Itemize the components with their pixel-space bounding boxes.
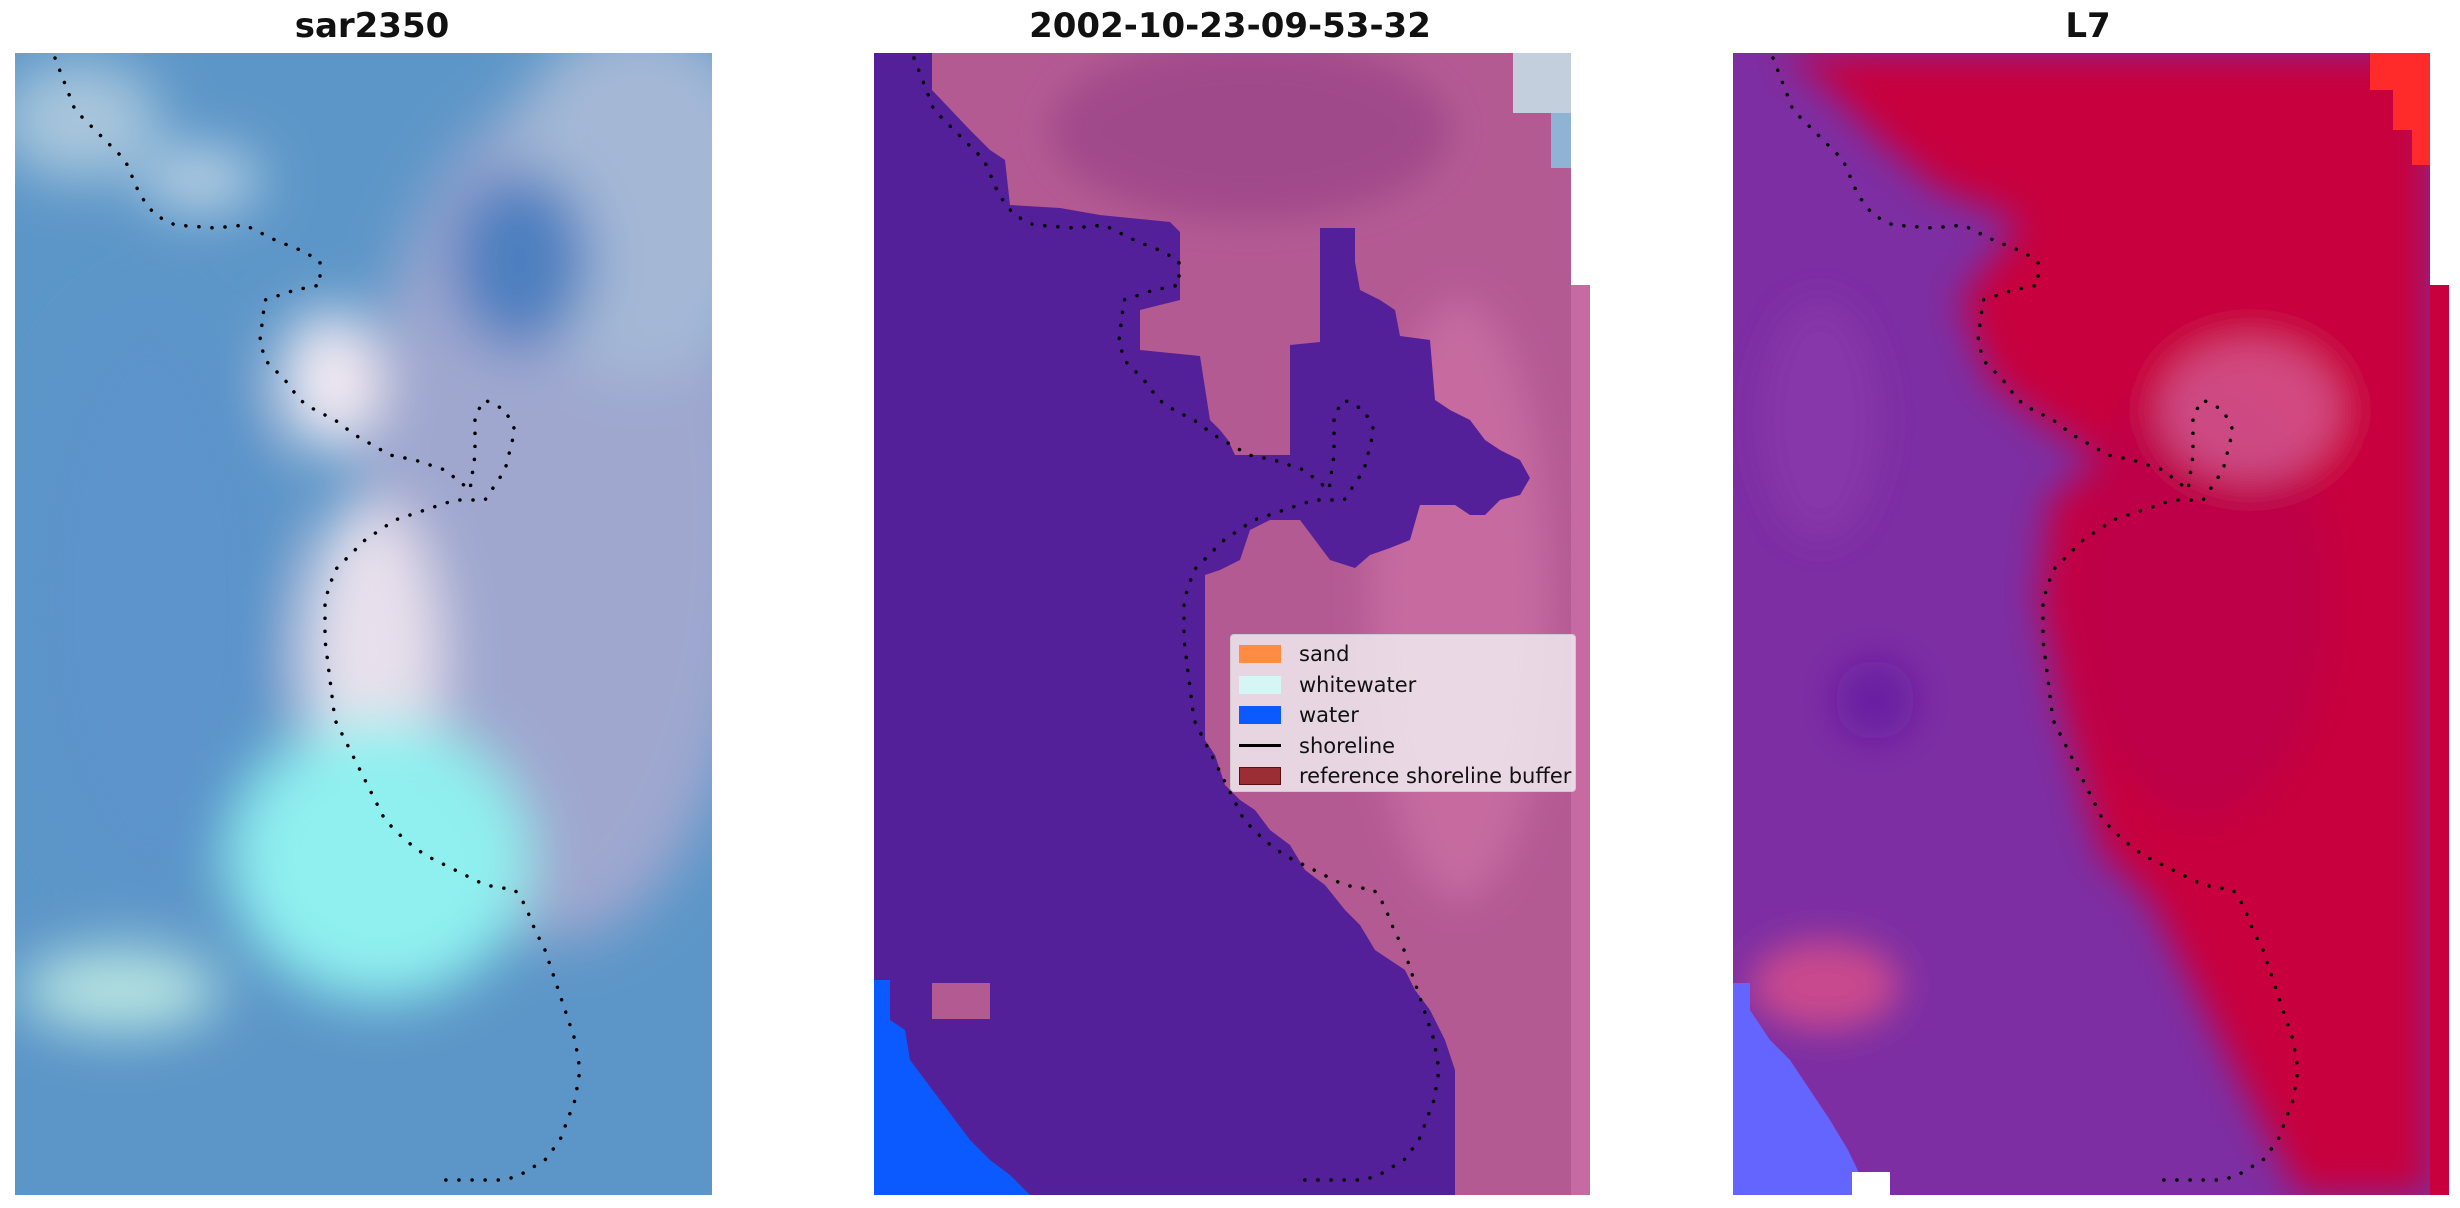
panel-title-index: L7 (2065, 6, 2111, 46)
shoreline-rgb (53, 56, 582, 1182)
legend-swatch-whitewater (1239, 675, 1281, 694)
legend-item-whitewater: whitewater (1239, 670, 1575, 701)
legend-swatch-water (1239, 706, 1281, 725)
legend-item-shoreline: shoreline (1239, 731, 1575, 762)
legend-swatch-sand (1239, 645, 1281, 664)
legend-item-sand: sand (1239, 639, 1575, 670)
classified-image (874, 53, 1590, 1195)
legend-label-buffer: reference shoreline buffer (1299, 764, 1572, 789)
legend-label-whitewater: whitewater (1299, 672, 1417, 697)
legend-swatch-buffer (1239, 767, 1281, 786)
panel-title-rgb: sar2350 (294, 6, 450, 46)
legend-item-water: water (1239, 700, 1575, 731)
rgb-image (15, 53, 712, 1195)
water-class-region (874, 980, 1030, 1195)
legend-label-water: water (1299, 703, 1359, 728)
legend-item-buffer: reference shoreline buffer (1239, 761, 1575, 792)
legend: sand whitewater water shoreline referenc… (1230, 634, 1576, 792)
panel-title-classified: 2002-10-23-09-53-32 (1029, 6, 1431, 46)
index-image (1733, 53, 2449, 1195)
water-region (874, 53, 1530, 1195)
legend-swatch-shoreline (1239, 744, 1281, 748)
legend-label-shoreline: shoreline (1299, 733, 1396, 758)
legend-label-sand: sand (1299, 642, 1350, 667)
